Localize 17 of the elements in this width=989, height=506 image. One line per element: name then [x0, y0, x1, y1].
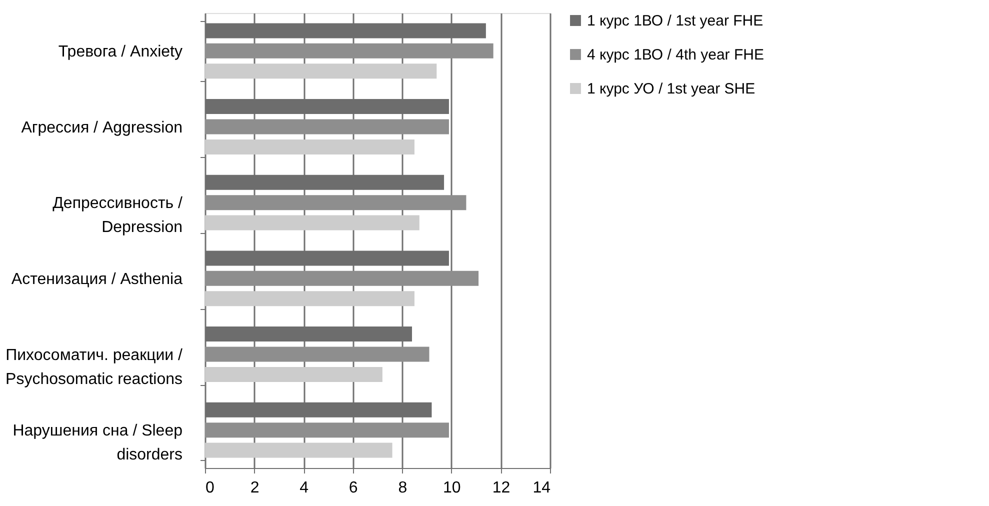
x-tick-label: 2	[250, 480, 260, 496]
x-tick-label: 10	[443, 480, 461, 496]
x-tick-label: 6	[348, 480, 358, 496]
x-tick-label: 8	[398, 480, 408, 496]
legend-label: 1 курс УО / 1st year SHE	[587, 80, 756, 98]
y-tick-label: Нарушения сна / Sleep disorders	[12, 422, 183, 464]
y-tick-label: Депрессивность / Depression	[52, 195, 184, 236]
y-tick-label: Агрессия / Aggression	[21, 119, 182, 136]
legend-label: 4 курс 1ВО / 4th year FHE	[587, 46, 764, 64]
x-tick-label: 12	[492, 480, 510, 496]
y-tick-label: Пихосоматич. реакции / Psychosomatic reactions	[6, 346, 184, 388]
legend-label: 1 курс 1ВО / 1st year FHE	[587, 12, 764, 30]
x-tick-label: 0	[206, 480, 214, 496]
y-tick-label: Астенизация / Asthenia	[11, 270, 183, 288]
y-tick-label: Тревога / Anxiety	[58, 43, 182, 60]
x-tick-label: 14	[532, 480, 551, 496]
x-tick-label: 4	[300, 480, 309, 496]
